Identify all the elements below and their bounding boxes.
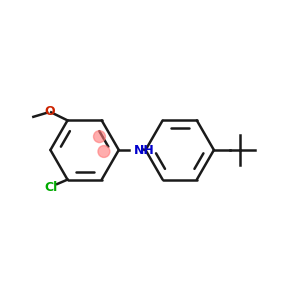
Text: Cl: Cl [44,181,58,194]
Text: NH: NH [134,143,154,157]
Text: O: O [44,105,55,118]
Circle shape [94,131,105,142]
Circle shape [98,146,110,158]
